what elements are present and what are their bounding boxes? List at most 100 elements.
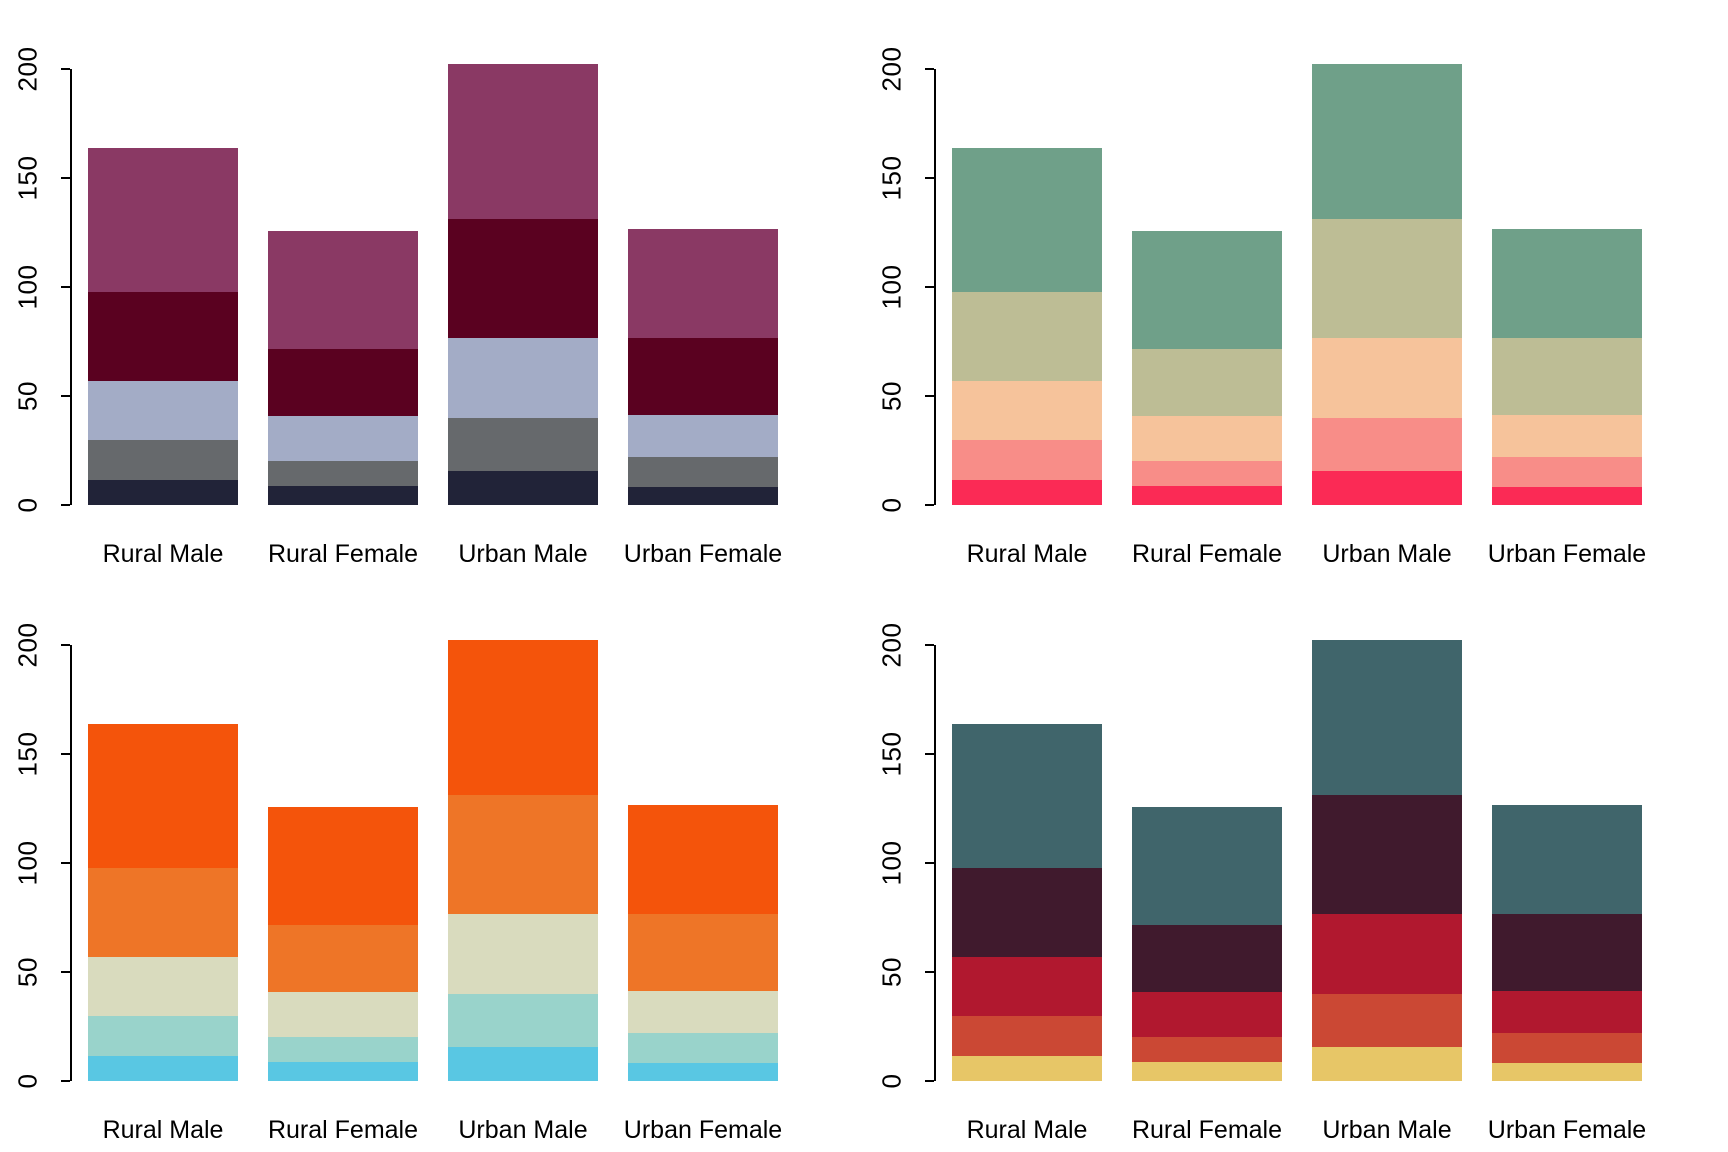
bar-segment-5 <box>268 230 418 349</box>
bar-segment-1 <box>88 1055 238 1081</box>
panel-bottom-left: 0 50 100 150 200 Rural Male Rural Female Urban … <box>0 576 864 1152</box>
y-tick <box>61 753 70 755</box>
bar-segment-2 <box>1312 418 1462 472</box>
x-category-label: Urban Female <box>623 540 783 568</box>
y-tick <box>925 68 934 70</box>
bar-segment-2 <box>1132 460 1282 487</box>
y-tick-label: 0 <box>876 497 907 513</box>
y-tick <box>925 1080 934 1082</box>
bar-segment-2 <box>268 1036 418 1063</box>
bar-segment-3 <box>628 991 778 1034</box>
y-tick-label: 50 <box>12 957 43 987</box>
bar-segment-1 <box>1492 486 1642 505</box>
bar-segment-1 <box>1312 1047 1462 1081</box>
y-tick <box>61 504 70 506</box>
bar-segment-3 <box>952 957 1102 1017</box>
bar-segment-5 <box>952 724 1102 869</box>
bar-segment-4 <box>88 868 238 958</box>
bar-segment-3 <box>952 381 1102 441</box>
x-category-label: Rural Male <box>966 540 1088 568</box>
y-tick-label: 150 <box>876 155 907 201</box>
y-tick <box>925 395 934 397</box>
y-tick-label: 100 <box>12 264 43 310</box>
y-tick <box>61 177 70 179</box>
x-category-label: Urban Male <box>1322 1116 1452 1144</box>
bar-segment-2 <box>1312 994 1462 1048</box>
bar-segment-5 <box>88 148 238 293</box>
stacked-bar-4 <box>628 805 778 1081</box>
bar-segment-1 <box>1132 1062 1282 1081</box>
y-tick <box>61 862 70 864</box>
bar-segment-1 <box>88 479 238 505</box>
bar-segment-5 <box>628 229 778 339</box>
bar-segment-1 <box>1492 1062 1642 1081</box>
panel-top-right: 0 50 100 150 200 Rural Male Rural Female Urban … <box>864 0 1728 576</box>
y-tick-label: 150 <box>12 155 43 201</box>
y-tick-label: 100 <box>876 264 907 310</box>
bar-segment-4 <box>1132 924 1282 993</box>
bar-segment-4 <box>952 868 1102 958</box>
bar-segment-2 <box>1492 457 1642 487</box>
stacked-bar-2 <box>1132 806 1282 1081</box>
stacked-bar-2 <box>1132 230 1282 505</box>
bar-segment-4 <box>268 924 418 993</box>
x-category-label: Urban Male <box>458 540 588 568</box>
y-tick <box>925 753 934 755</box>
bar-segment-4 <box>628 914 778 991</box>
y-tick <box>925 504 934 506</box>
bar-segment-3 <box>448 913 598 995</box>
y-axis-line <box>70 69 72 505</box>
y-tick-label: 200 <box>12 46 43 92</box>
bar-segment-2 <box>1492 1033 1642 1063</box>
bar-segment-5 <box>1312 63 1462 219</box>
bar-segment-5 <box>1132 806 1282 925</box>
bar-segment-3 <box>88 957 238 1017</box>
y-tick-label: 150 <box>876 731 907 777</box>
bar-segment-1 <box>628 486 778 505</box>
y-axis-line <box>934 69 936 505</box>
x-category-label: Urban Male <box>458 1116 588 1144</box>
x-category-label: Urban Female <box>1487 1116 1647 1144</box>
bar-segment-4 <box>448 218 598 338</box>
y-tick-label: 0 <box>12 497 43 513</box>
bar-segment-3 <box>268 416 418 461</box>
stacked-bar-3 <box>448 639 598 1081</box>
bar-segment-5 <box>1132 230 1282 349</box>
bar-segment-1 <box>952 479 1102 505</box>
bar-segment-5 <box>628 805 778 915</box>
bar-segment-3 <box>628 415 778 458</box>
stacked-bar-4 <box>1492 229 1642 505</box>
x-category-label: Urban Female <box>1487 540 1647 568</box>
x-category-label: Rural Female <box>267 1116 419 1144</box>
y-tick <box>61 971 70 973</box>
bar-segment-2 <box>628 457 778 487</box>
bar-segment-5 <box>268 806 418 925</box>
bar-segment-1 <box>952 1055 1102 1081</box>
bar-segment-4 <box>628 338 778 415</box>
stacked-bar-4 <box>628 229 778 505</box>
y-tick <box>925 177 934 179</box>
bar-segment-5 <box>1492 229 1642 339</box>
stacked-bar-1 <box>952 148 1102 505</box>
y-axis-line <box>70 645 72 1081</box>
y-axis-line <box>934 645 936 1081</box>
bar-segment-4 <box>1492 914 1642 991</box>
y-tick-label: 0 <box>12 1073 43 1089</box>
x-category-label: Rural Male <box>102 540 224 568</box>
bar-segment-3 <box>1492 991 1642 1034</box>
bar-segment-2 <box>448 418 598 472</box>
stacked-bar-3 <box>448 63 598 505</box>
y-tick <box>61 68 70 70</box>
bar-segment-2 <box>448 994 598 1048</box>
bar-segment-3 <box>448 337 598 419</box>
bar-segment-4 <box>268 348 418 417</box>
stacked-bar-1 <box>952 724 1102 1081</box>
panel-bottom-right: 0 50 100 150 200 Rural Male Rural Female Urban … <box>864 576 1728 1152</box>
panel-top-left: 0 50 100 150 200 Rural Male Rural Female Urban … <box>0 0 864 576</box>
y-tick <box>61 286 70 288</box>
y-tick-label: 100 <box>876 840 907 886</box>
x-category-label: Urban Female <box>623 1116 783 1144</box>
bar-segment-2 <box>952 440 1102 480</box>
bar-segment-3 <box>1132 416 1282 461</box>
